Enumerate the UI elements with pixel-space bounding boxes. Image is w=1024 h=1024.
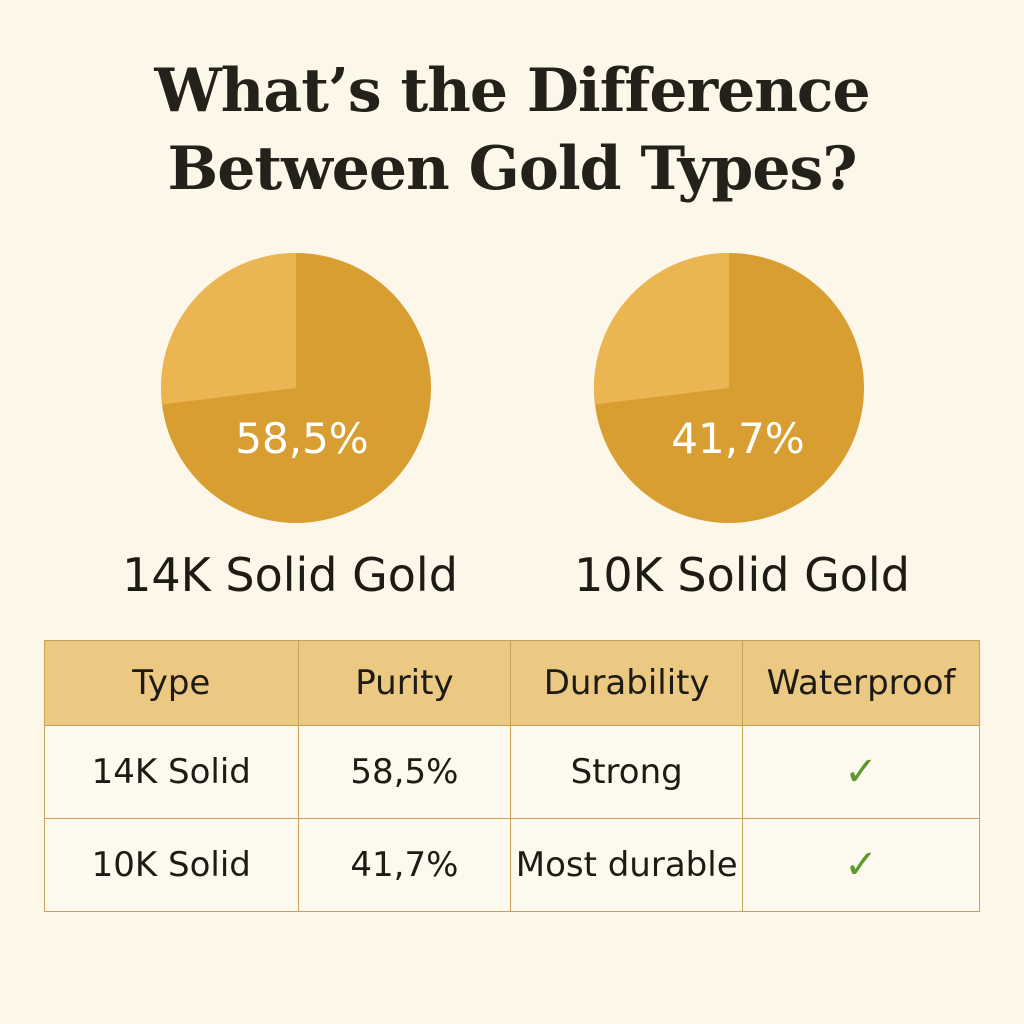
check-icon: ✓: [844, 842, 878, 888]
cell-waterproof: ✓: [742, 818, 980, 912]
header-type: Type: [44, 640, 299, 726]
pie-label-14k: 58,5%: [235, 414, 369, 463]
pie-slice-accent: [161, 253, 296, 405]
pie-label-10k: 41,7%: [671, 414, 805, 463]
cell-purity: 58,5%: [297, 725, 512, 819]
table-row: 10K Solid 41,7% Most durable ✓: [44, 818, 980, 912]
cell-type: 14K Solid: [44, 725, 299, 819]
title-line-1: What’s the Difference: [154, 56, 870, 126]
pie-chart-14k: [161, 253, 431, 523]
title-line-2: Between Gold Types?: [167, 134, 858, 204]
table-header-row: Type Purity Durability Waterproof: [44, 640, 980, 726]
header-durability: Durability: [510, 640, 744, 726]
pie-title-14k: 14K Solid Gold: [122, 548, 458, 602]
cell-durability: Most durable: [510, 818, 744, 912]
check-icon: ✓: [844, 749, 878, 795]
pie-title-10k: 10K Solid Gold: [574, 548, 910, 602]
header-purity: Purity: [297, 640, 512, 726]
pie-slice-accent: [594, 253, 729, 405]
pie-chart-10k: [594, 253, 864, 523]
cell-waterproof: ✓: [742, 725, 980, 819]
cell-purity: 41,7%: [297, 818, 512, 912]
cell-type: 10K Solid: [44, 818, 299, 912]
comparison-table: Type Purity Durability Waterproof 14K So…: [44, 640, 980, 912]
table-row: 14K Solid 58,5% Strong ✓: [44, 725, 980, 819]
header-waterproof: Waterproof: [742, 640, 980, 726]
cell-durability: Strong: [510, 725, 744, 819]
